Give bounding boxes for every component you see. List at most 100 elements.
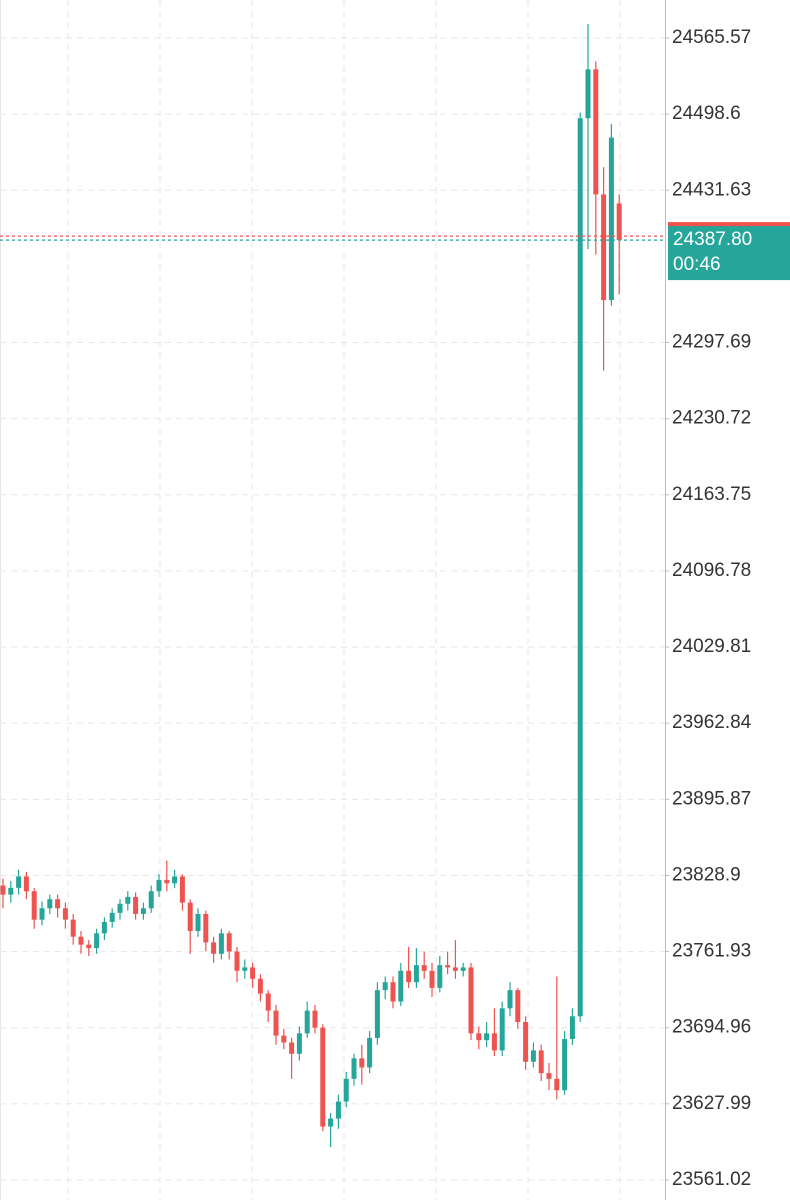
candle-body xyxy=(273,1010,279,1036)
candle-body xyxy=(530,1050,536,1062)
candle-body xyxy=(328,1118,334,1127)
candle-body xyxy=(172,876,178,884)
candle-body xyxy=(335,1101,341,1119)
candle-body xyxy=(585,69,591,119)
candle-body xyxy=(406,970,412,983)
candle-body xyxy=(491,1033,497,1051)
candle-body xyxy=(351,1058,357,1079)
candle-body xyxy=(156,879,162,892)
candle-body xyxy=(265,993,271,1011)
candle-body xyxy=(390,982,396,1002)
candle-body xyxy=(281,1035,287,1043)
candle-body xyxy=(0,885,6,895)
candle-body xyxy=(257,978,263,994)
candle-body xyxy=(203,913,209,943)
candle-body xyxy=(55,899,61,909)
y-tick-label: 24565.57 xyxy=(672,27,751,48)
candle-body xyxy=(320,1027,326,1127)
candle-body xyxy=(562,1039,568,1091)
candle-body xyxy=(577,118,583,1017)
y-tick-label: 24431.63 xyxy=(672,179,751,200)
candle-body xyxy=(507,990,513,1009)
candle-body xyxy=(538,1050,544,1074)
candle-body xyxy=(398,970,404,1002)
y-tick-label: 24230.72 xyxy=(672,408,751,429)
candle-body xyxy=(601,194,607,301)
candle-body xyxy=(515,990,521,1022)
candle-body xyxy=(616,203,622,240)
candle-body xyxy=(289,1042,295,1054)
price-box-strip xyxy=(668,222,790,229)
candle-body xyxy=(179,876,185,903)
candle-body xyxy=(359,1058,365,1068)
candle-body xyxy=(226,933,232,952)
candle-body xyxy=(70,919,76,937)
candle-body xyxy=(452,967,458,971)
candle-body xyxy=(242,967,248,971)
last-price-label: 24387.80 xyxy=(673,229,752,250)
candle-body xyxy=(140,908,146,914)
candle-body xyxy=(78,936,84,945)
candle-body xyxy=(195,913,201,932)
candle-body xyxy=(234,951,240,971)
candle-body xyxy=(31,891,37,920)
candle-body xyxy=(164,879,170,884)
candle-body xyxy=(374,990,380,1038)
candle-body xyxy=(218,933,224,954)
candle-body xyxy=(421,965,427,971)
candle-body xyxy=(62,908,68,920)
y-tick-label: 24498.6 xyxy=(672,103,741,124)
candle-body xyxy=(39,908,45,920)
y-tick-label: 23627.99 xyxy=(672,1093,751,1114)
candle-body xyxy=(133,896,139,914)
candle-body xyxy=(148,891,154,909)
y-tick-label: 24029.81 xyxy=(672,636,751,657)
candle-body xyxy=(382,982,388,991)
y-tick-label: 24297.69 xyxy=(672,332,751,353)
candle-body xyxy=(8,887,14,895)
candle-body xyxy=(211,942,217,954)
candle-body xyxy=(484,1033,490,1041)
y-tick-label: 23561.02 xyxy=(672,1169,751,1190)
candle-body xyxy=(101,921,107,934)
candle-body xyxy=(296,1033,302,1054)
candle-body xyxy=(187,902,193,932)
candle-body xyxy=(499,1008,505,1051)
candle-body xyxy=(554,1078,560,1091)
candle-body xyxy=(304,1010,310,1034)
candle-body xyxy=(109,912,115,922)
y-tick-label: 24096.78 xyxy=(672,560,751,581)
candle-body xyxy=(476,1033,482,1041)
candle-body xyxy=(94,933,100,949)
candle-body xyxy=(460,967,466,971)
y-tick-label: 23828.9 xyxy=(672,864,741,885)
y-tick-label: 23761.93 xyxy=(672,941,751,962)
candle-body xyxy=(125,896,131,904)
candle-body xyxy=(569,1016,575,1040)
candle-body xyxy=(23,876,29,892)
candle-body xyxy=(429,970,435,988)
candle-body xyxy=(117,903,123,913)
candle-body xyxy=(437,965,443,988)
candle-body xyxy=(468,967,474,1034)
y-tick-label: 24163.75 xyxy=(672,484,751,505)
candle-body xyxy=(445,965,451,968)
y-tick-label: 23962.84 xyxy=(672,712,752,733)
candle-body xyxy=(343,1078,349,1102)
candle-body xyxy=(250,967,256,979)
countdown: 00:46 xyxy=(673,254,721,275)
candle-body xyxy=(523,1021,529,1062)
candle-body xyxy=(608,137,614,301)
y-tick-label: 23895.87 xyxy=(672,788,751,809)
candle-body xyxy=(546,1073,552,1079)
candle-body xyxy=(593,69,599,195)
candle-body xyxy=(16,876,22,888)
price-box xyxy=(668,226,790,281)
candle-body xyxy=(47,899,53,909)
candle-body xyxy=(367,1037,373,1068)
y-tick-label: 23694.96 xyxy=(672,1017,751,1038)
candle-body xyxy=(86,944,92,949)
candle-body xyxy=(413,965,419,983)
time-grid xyxy=(67,0,621,1200)
